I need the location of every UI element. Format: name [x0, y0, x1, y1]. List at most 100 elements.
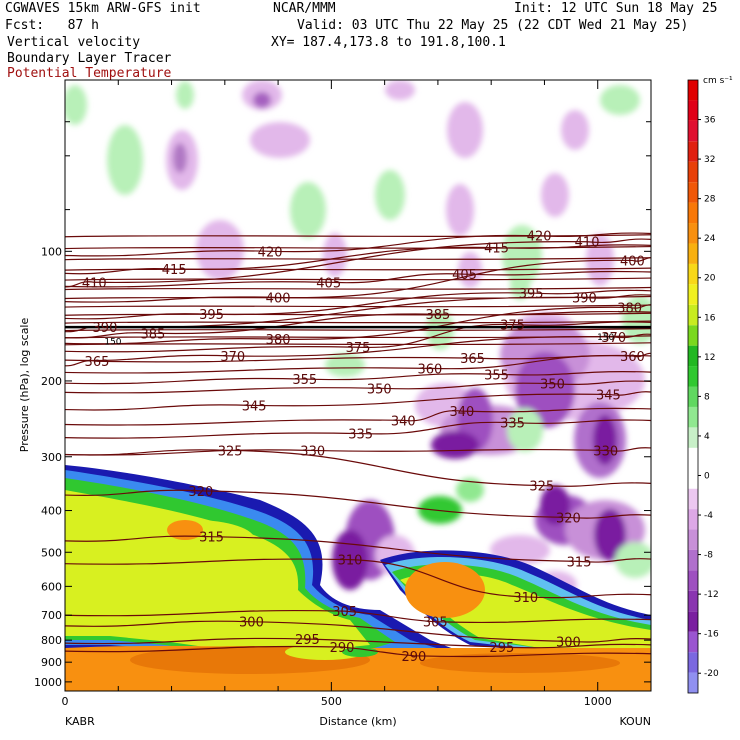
- colorbar-swatch: [688, 631, 698, 653]
- isentrope-label: 395: [199, 308, 224, 323]
- colorbar-swatch: [688, 223, 698, 244]
- isentrope-295: [65, 637, 651, 649]
- isentrope-label: 365: [460, 352, 485, 367]
- isentrope-label: 320: [188, 485, 213, 500]
- isentrope-labels: 415 420 410 405 405 415 420 410 400 390 385 395 400 3…: [82, 230, 645, 665]
- isentrope-375: [65, 321, 651, 353]
- init-time: Init: 12 UTC Sun 18 May 25: [514, 1, 718, 16]
- isentrope-label: 300: [556, 635, 581, 650]
- colorbar-tick-label: 20: [704, 274, 716, 284]
- colorbar-swatch: [688, 488, 698, 510]
- isentrope-label: 370: [601, 331, 626, 346]
- y-tick-label: 100: [41, 245, 62, 258]
- colorbar-swatch: [688, 366, 698, 387]
- colorbar-tick-label: 36: [704, 116, 716, 126]
- colorbar-tick-label: -20: [704, 669, 719, 679]
- colorbar-swatch: [688, 161, 698, 183]
- isentrope-330: [65, 447, 651, 456]
- y-tick-label: 800: [41, 634, 62, 647]
- colorbar-swatch: [688, 509, 698, 530]
- isentrope-label: 335: [500, 417, 525, 432]
- field-vertical-velocity: Vertical velocity: [7, 35, 141, 50]
- forecast-hour: Fcst: 87 h: [5, 18, 99, 33]
- isentrope-400: [65, 257, 651, 303]
- isentrope-395: [65, 289, 651, 320]
- valid-time: Valid: 03 UTC Thu 22 May 25 (22 CDT Wed …: [297, 18, 689, 33]
- isentrope-345: [65, 391, 651, 411]
- isentrope-label: 415: [484, 242, 509, 257]
- colorbar-swatch: [688, 284, 698, 305]
- isentrope-label: 420: [527, 230, 552, 245]
- isentrope-upper: [65, 342, 651, 346]
- boundary-layer-plume: [65, 465, 651, 691]
- y-tick-label: 900: [41, 656, 62, 669]
- isentrope-label: 320: [556, 511, 581, 526]
- y-tick-label: 1000: [34, 676, 62, 689]
- isentrope-label: 390: [93, 321, 118, 336]
- isentrope-label: 295: [489, 641, 514, 656]
- y-tick-label: 400: [41, 505, 62, 518]
- y-tick-label: 700: [41, 609, 62, 622]
- isentrope-370: [65, 333, 651, 362]
- colorbar-swatch: [688, 447, 698, 469]
- isentrope-label: 410: [82, 276, 107, 291]
- isentrope-label: 380: [266, 333, 291, 348]
- isentrope-300: [65, 620, 651, 643]
- isentrope-upper: [65, 295, 651, 300]
- colorbar-tick-label: -12: [704, 590, 719, 600]
- isentrope-label: 360: [418, 362, 443, 377]
- x-tick-label: 1000: [584, 695, 612, 708]
- plot-area: 415 420 410 405 405 415 420 410 400 390 385 395 400 3…: [65, 80, 651, 691]
- isentrope-label: 330: [300, 444, 325, 459]
- colorbar-tick-label: 8: [704, 392, 710, 402]
- colorbar-swatch: [688, 406, 698, 428]
- isentrope-upper: [65, 267, 651, 271]
- isentrope-label: 410: [575, 236, 600, 251]
- isentrope-label: 290: [402, 650, 427, 665]
- colorbar-tick-label: 32: [704, 155, 715, 165]
- isentrope-label: 385: [425, 308, 450, 323]
- isentrope-385: [65, 310, 651, 339]
- colorbar-swatch: [688, 652, 698, 673]
- isentrope-label: 405: [316, 276, 341, 291]
- colorbar-swatch: [688, 529, 698, 550]
- isentrope-label: 365: [85, 355, 110, 370]
- isentrope-label: 335: [348, 428, 373, 443]
- isentrope-label: 395: [519, 287, 544, 302]
- colorbar-swatch: [688, 570, 698, 591]
- isentrope-label: 420: [258, 245, 283, 260]
- isentrope-355: [65, 370, 651, 385]
- isentrope-315: [65, 535, 651, 563]
- colorbar-swatch: [688, 468, 698, 489]
- x-tick-label: 0: [62, 695, 69, 708]
- isentrope-label: 345: [242, 399, 267, 414]
- isentrope-upper: [65, 304, 651, 308]
- isentrope-label: 375: [346, 341, 371, 356]
- colorbar-swatch: [688, 263, 698, 285]
- colorbar-tick-label: -16: [704, 630, 719, 640]
- field-potential-temperature: Potential Temperature: [7, 66, 172, 81]
- colorbar-tick-label: -4: [704, 511, 713, 521]
- colorbar-swatch: [688, 427, 698, 448]
- isentrope-380: [65, 304, 651, 345]
- colorbar: -20 -16 -12 -8 -4 0 4 8 12 16 20 24 28 32 36: [687, 79, 719, 694]
- isentrope-label: 415: [162, 263, 187, 278]
- colorbar-tick-label: 24: [704, 234, 716, 244]
- isentrope-label: 330: [593, 444, 618, 459]
- colorbar-tick-label: 0: [704, 471, 710, 481]
- isentrope-label: 305: [332, 605, 357, 620]
- isentrope-label: 405: [452, 268, 477, 283]
- isentrope-label: 340: [391, 414, 416, 429]
- isentrope-label: 370: [220, 350, 245, 365]
- isentrope-label: 355: [484, 368, 509, 383]
- isentrope-label: 310: [338, 554, 363, 569]
- colorbar-swatch: [688, 120, 698, 142]
- field-boundary-layer-tracer: Boundary Layer Tracer: [7, 51, 172, 66]
- isentrope-label: 300: [239, 616, 264, 631]
- colorbar-swatch: [688, 182, 698, 203]
- isentrope-label: 350: [540, 378, 565, 393]
- colorbar-tick-label: 12: [704, 353, 715, 363]
- y-tick-label: 500: [41, 546, 62, 559]
- isentrope-upper: [65, 328, 651, 332]
